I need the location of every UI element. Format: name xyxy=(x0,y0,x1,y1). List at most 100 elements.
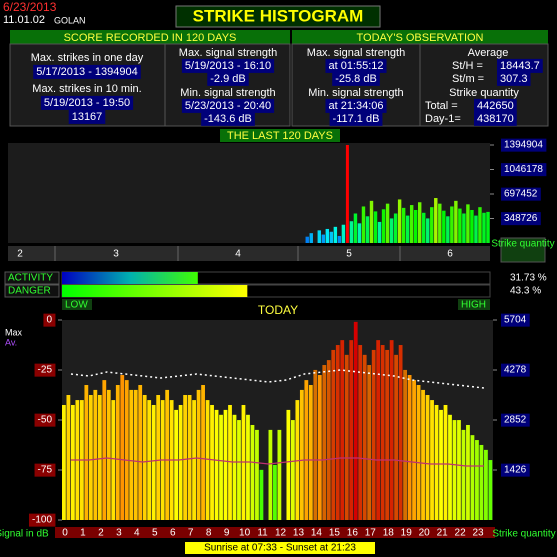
bar xyxy=(466,424,470,520)
value-box xyxy=(501,163,547,177)
bar xyxy=(106,389,111,520)
x-tick-label: 7 xyxy=(188,528,194,539)
low-label: LOW xyxy=(65,300,88,311)
bar xyxy=(416,385,421,520)
y-tick-label: -100 xyxy=(32,515,52,526)
value: -25.8 dB xyxy=(335,73,377,85)
bar xyxy=(426,218,430,243)
section-header xyxy=(220,129,340,142)
bar xyxy=(475,440,479,520)
x-tick-label: 2 xyxy=(98,528,104,539)
bar xyxy=(443,404,448,520)
indicator-bar xyxy=(62,272,198,284)
value: 5/17/2013 - 1394904 xyxy=(36,66,138,78)
value: at 01:55:12 xyxy=(328,60,383,72)
x-tick-label: 4 xyxy=(134,528,140,539)
bar xyxy=(430,400,434,520)
label: Strike quantity xyxy=(449,87,519,99)
bar xyxy=(349,340,354,520)
y-tick-label: 1046178 xyxy=(504,164,543,175)
x-tick-label: 22 xyxy=(455,528,467,539)
label: Average xyxy=(468,47,509,59)
bar xyxy=(228,404,232,520)
bar xyxy=(385,203,390,243)
bar xyxy=(479,444,484,520)
bar xyxy=(151,404,156,520)
bar xyxy=(341,224,346,243)
x-tick-label: 23 xyxy=(472,528,484,539)
value: 442650 xyxy=(477,100,514,112)
x-tick-label: 9 xyxy=(224,528,230,539)
series-line xyxy=(70,457,485,467)
bar xyxy=(452,420,457,520)
bar xyxy=(349,221,354,243)
bar xyxy=(397,199,402,243)
y2-tick-label: 1426 xyxy=(504,465,527,476)
x-tick-label: 18 xyxy=(383,528,395,539)
bar xyxy=(250,424,255,520)
bar xyxy=(102,380,107,520)
x-tick-label: 11 xyxy=(257,528,268,539)
high-box xyxy=(458,299,490,310)
bar xyxy=(380,345,385,520)
bar xyxy=(353,321,358,520)
x-tick-label: 12 xyxy=(275,528,287,539)
bar xyxy=(361,206,366,243)
bar xyxy=(373,211,378,243)
bar xyxy=(210,404,214,520)
bar xyxy=(438,203,442,243)
bar xyxy=(277,429,282,520)
site: GOLAN xyxy=(54,15,86,25)
value-box xyxy=(501,413,530,427)
value: 18443.7 xyxy=(500,60,540,72)
bar xyxy=(353,213,358,243)
bar xyxy=(412,380,416,520)
bar xyxy=(333,226,338,243)
label: Max. strikes in 10 min. xyxy=(32,83,141,95)
section-header xyxy=(292,30,548,44)
month-label: 5 xyxy=(346,249,352,260)
bar xyxy=(142,395,147,520)
x-tick-label: 16 xyxy=(347,528,359,539)
month-label: 3 xyxy=(113,249,119,260)
value-box xyxy=(181,58,275,73)
bar xyxy=(358,345,363,520)
bar xyxy=(457,420,461,520)
bar xyxy=(470,435,475,520)
bar xyxy=(413,209,418,243)
bar xyxy=(313,369,318,520)
bar xyxy=(448,414,452,520)
bar xyxy=(309,233,313,243)
y2-tick-label: 4278 xyxy=(504,365,527,376)
bar xyxy=(365,216,370,243)
bar xyxy=(255,429,259,520)
bar xyxy=(486,211,490,243)
bar xyxy=(196,389,201,520)
legend-label: Av. xyxy=(5,337,17,347)
bar xyxy=(381,209,386,243)
y2-tick-label: 5704 xyxy=(504,315,527,326)
label: Max. signal strength xyxy=(307,47,405,59)
bar xyxy=(376,340,381,520)
value: 438170 xyxy=(477,113,514,125)
bar xyxy=(401,207,406,243)
axis-label: Signal in dB xyxy=(0,529,49,540)
bar xyxy=(340,340,345,520)
label: Min. signal strength xyxy=(180,87,275,99)
bar xyxy=(124,380,129,520)
indicator-bar xyxy=(62,285,248,297)
bar xyxy=(484,449,488,520)
value: 5/19/2013 - 19:50 xyxy=(44,97,130,109)
label: Day-1= xyxy=(425,113,461,125)
bar xyxy=(403,369,407,520)
value-box xyxy=(497,71,531,86)
bar xyxy=(478,207,482,243)
indicator-value: 43.3 % xyxy=(510,286,541,297)
bar xyxy=(409,205,414,243)
x-tick-label: 21 xyxy=(437,528,449,539)
bar xyxy=(325,228,330,243)
bar xyxy=(329,231,334,243)
bar xyxy=(138,385,143,520)
bar xyxy=(178,404,183,520)
bar xyxy=(273,464,277,520)
